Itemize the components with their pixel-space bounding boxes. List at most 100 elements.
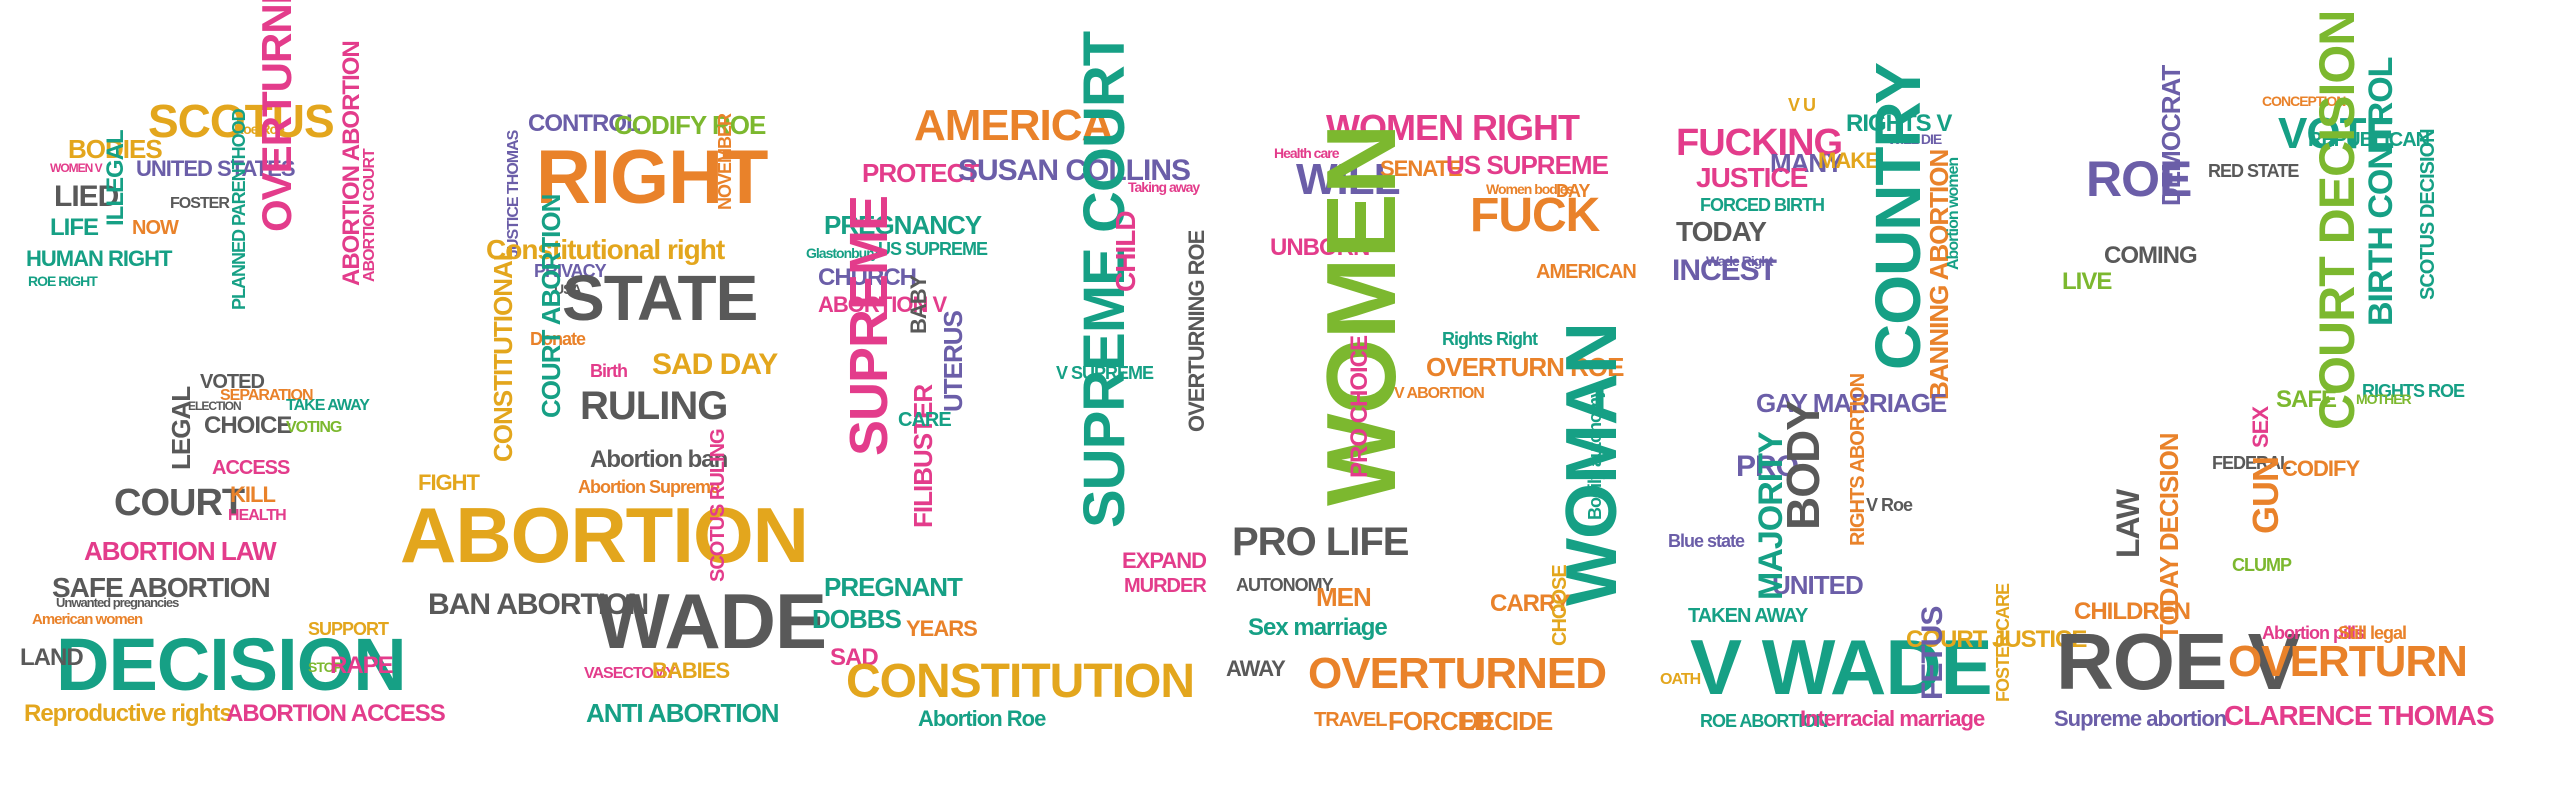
cloud-word: EXPAND bbox=[1122, 548, 1207, 573]
cloud-word: YEARS bbox=[906, 616, 978, 641]
cloud-word: BABIES bbox=[652, 658, 730, 683]
cloud-word: LIED bbox=[54, 180, 119, 213]
cloud-word: CONCEPTION bbox=[2262, 93, 2346, 109]
cloud-word: FEDERAL bbox=[2212, 453, 2291, 473]
cloud-word: SAD bbox=[830, 644, 879, 671]
cloud-word: CARE bbox=[898, 409, 952, 431]
cloud-word: WOMEN V bbox=[50, 161, 103, 175]
cloud-word: WADE bbox=[596, 577, 827, 665]
cloud-word: ELECTION bbox=[188, 399, 242, 413]
cloud-word: PRO LIFE bbox=[1232, 520, 1409, 564]
cloud-word: BABY bbox=[906, 275, 931, 334]
cloud-word: USA bbox=[554, 281, 582, 297]
cloud-word: OVERTURN bbox=[2228, 637, 2468, 686]
cloud-word: Unwanted pregnancies bbox=[56, 595, 179, 610]
cloud-word: OVERTURNED bbox=[1308, 649, 1607, 698]
cloud-word: TODAY DECISION bbox=[2154, 433, 2184, 640]
cloud-word: ILLEGAL bbox=[102, 130, 129, 226]
cloud-word: Still legal bbox=[2338, 623, 2407, 643]
cloud-word: V ABORTION bbox=[1394, 385, 1485, 402]
cloud-word: UNITED bbox=[1772, 570, 1864, 600]
cloud-word: Roe Roe bbox=[234, 121, 285, 137]
cloud-word: PRO CHOICE bbox=[1346, 335, 1373, 478]
cloud-word: AUTONOMY bbox=[1236, 575, 1334, 595]
cloud-word: SENATE bbox=[1380, 156, 1463, 181]
cloud-word: ROE RIGHT bbox=[28, 273, 98, 289]
cloud-word: Taking away bbox=[1128, 179, 1200, 195]
cloud-word: RED STATE bbox=[2208, 161, 2299, 181]
cloud-word: CHILD bbox=[1110, 211, 1141, 292]
cloud-word: MAJORITY bbox=[1752, 432, 1790, 600]
cloud-word: CONSTITUTIONAL bbox=[488, 246, 518, 462]
cloud-word: RIGHTS ROE bbox=[2362, 381, 2465, 401]
cloud-word: PREGNANT bbox=[824, 572, 963, 602]
cloud-word: FORCED BIRTH bbox=[1700, 195, 1825, 215]
cloud-word: Supreme abortion bbox=[2054, 706, 2227, 731]
cloud-word: Women bodies bbox=[1486, 181, 1574, 197]
cloud-word: GUN bbox=[2245, 457, 2286, 534]
cloud-word: RIGHTS ABORTION bbox=[1847, 373, 1869, 546]
cloud-word: BODIES bbox=[68, 134, 163, 164]
cloud-word: Birth bbox=[590, 361, 628, 381]
cloud-word: OVERTURN ROE bbox=[1426, 352, 1624, 382]
cloud-word: FOSTER CARE bbox=[1993, 583, 2013, 702]
cloud-word: MURDER bbox=[1124, 575, 1207, 597]
cloud-word: SAFE bbox=[2276, 386, 2337, 413]
cloud-word: DOBBS bbox=[812, 604, 902, 634]
cloud-word: Abortion pills bbox=[2262, 623, 2365, 643]
cloud-word: PRO bbox=[1736, 450, 1799, 483]
cloud-word: WOMEN RIGHT bbox=[1326, 107, 1580, 148]
cloud-word: VOTED bbox=[200, 371, 265, 393]
cloud-word: RIGHTS V bbox=[1846, 110, 1952, 137]
cloud-word: Rights Right bbox=[1442, 329, 1538, 349]
cloud-word: CODIFY bbox=[2282, 456, 2360, 481]
cloud-word: ABORTION bbox=[400, 491, 809, 579]
cloud-word: PROTECT bbox=[862, 158, 980, 188]
cloud-word: V SUPREME bbox=[1056, 363, 1154, 383]
cloud-word: SEPARATION bbox=[220, 387, 314, 404]
cloud-word: Health care bbox=[1274, 145, 1339, 161]
cloud-word: TRAVEL bbox=[1314, 709, 1388, 731]
cloud-word: WILL DIE bbox=[1888, 131, 1942, 147]
cloud-word: ROE ABORTION bbox=[1700, 711, 1828, 731]
cloud-word: GAY MARRIAGE bbox=[1756, 388, 1947, 418]
cloud-word: FIGHT bbox=[418, 470, 480, 495]
cloud-word: FILIBUSTER bbox=[908, 384, 938, 528]
cloud-word: ABORTION LAW bbox=[84, 536, 277, 566]
cloud-word: NOW bbox=[132, 217, 179, 239]
cloud-word: BIRTH CONTROL bbox=[2362, 57, 2400, 326]
cloud-word: CONSTITUTION bbox=[846, 655, 1195, 708]
cloud-word: VOTE bbox=[2278, 109, 2395, 158]
cloud-word: COURT bbox=[114, 482, 245, 524]
cloud-word: CHOICE bbox=[204, 412, 292, 439]
cloud-word: UNBORN bbox=[1270, 234, 1370, 261]
cloud-word: COURT ABORTION bbox=[536, 194, 566, 418]
cloud-word: OVERTURNING ROE bbox=[1184, 230, 1209, 432]
cloud-word: ABORTION ACCESS bbox=[226, 700, 446, 727]
cloud-word: STOP bbox=[308, 659, 343, 675]
cloud-word: SCOTUS DECISION bbox=[2417, 129, 2439, 300]
cloud-word: V U bbox=[1788, 95, 1816, 115]
cloud-word: Interracial marriage bbox=[1800, 706, 1985, 731]
cloud-word: V WADE bbox=[1690, 623, 1993, 711]
cloud-word: ABORTION COURT bbox=[361, 149, 378, 282]
cloud-word: ANTI ABORTION bbox=[586, 698, 780, 728]
cloud-word: Abortion ban bbox=[590, 446, 728, 473]
cloud-word: SCOTUS bbox=[148, 95, 335, 147]
cloud-word: CODIFY ROE bbox=[614, 110, 766, 140]
cloud-word: ROE bbox=[2086, 151, 2192, 207]
cloud-word: FOSTER bbox=[170, 195, 230, 212]
cloud-word: HUMAN RIGHT bbox=[26, 246, 172, 271]
cloud-word: VOTING bbox=[286, 419, 342, 436]
cloud-word: ROE V bbox=[2056, 617, 2301, 706]
cloud-word: STATE bbox=[562, 262, 758, 334]
cloud-word: MEN bbox=[1316, 582, 1372, 612]
cloud-word: RIGHT bbox=[536, 135, 768, 220]
cloud-word: FETUS bbox=[1916, 606, 1949, 700]
cloud-word: COURT JUSTICE bbox=[1906, 626, 2087, 653]
cloud-word: VASECTOMY bbox=[584, 665, 676, 682]
cloud-word: DEMOCRAT bbox=[2156, 65, 2186, 206]
cloud-word: LIFE bbox=[50, 214, 99, 241]
cloud-word: UNITED STATES bbox=[136, 156, 296, 181]
cloud-word: SUPREME bbox=[839, 195, 899, 456]
